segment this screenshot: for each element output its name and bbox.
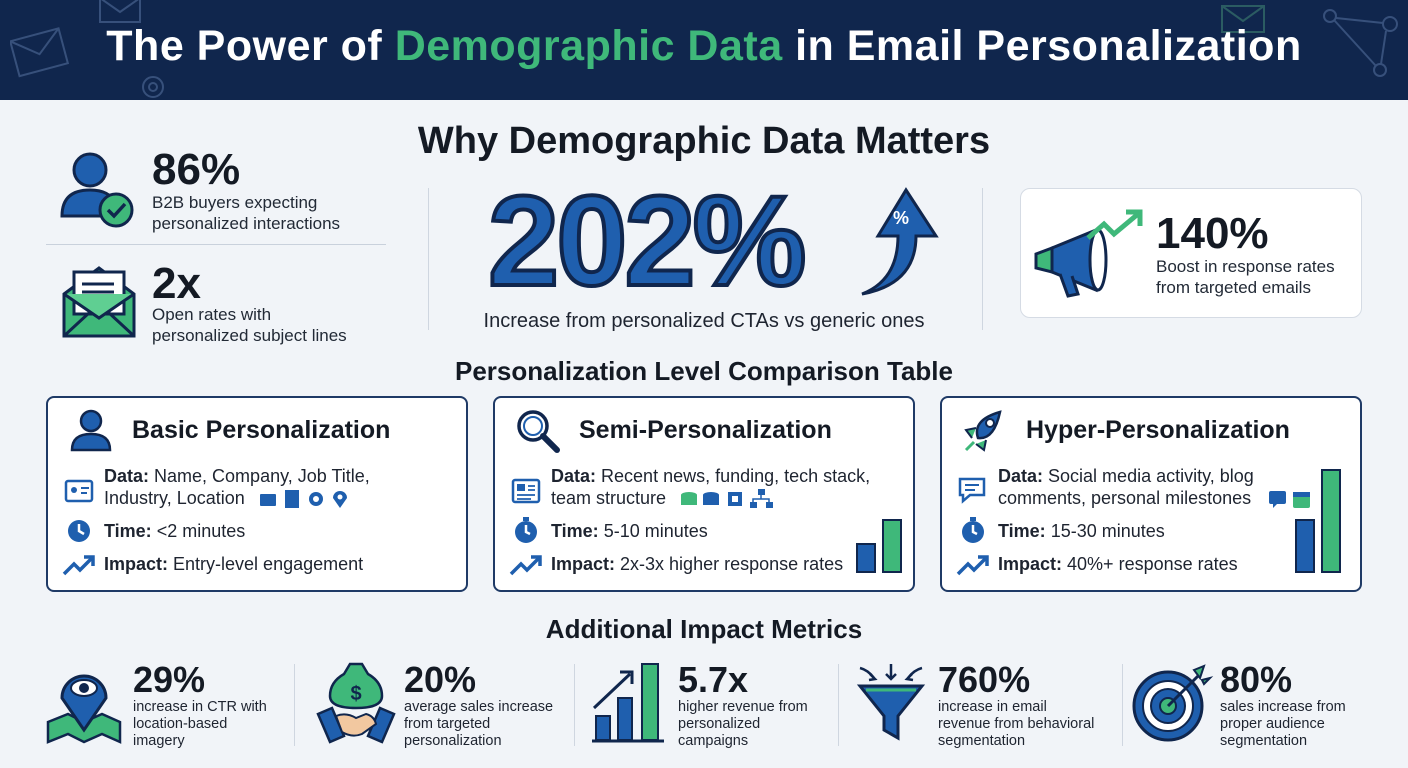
divider [294, 664, 295, 746]
card-data-row: Data: Name, Company, Job Title, Industry,… [104, 466, 370, 508]
stat-value: 86% [152, 145, 241, 194]
divider [574, 664, 575, 746]
funnel-icon [856, 664, 926, 741]
header-banner: The Power of Demographic Data in Email P… [0, 0, 1408, 100]
bar-chart-growth-icon [592, 663, 664, 743]
mini-icons [681, 489, 773, 508]
additional-heading: Additional Impact Metrics [545, 614, 863, 644]
divider [46, 244, 386, 245]
card-data-row: Data: Recent news, funding, tech stack, t… [551, 466, 871, 508]
card-impact-row: Impact: 2x-3x higher response rates [551, 554, 844, 574]
card-hyper: Hyper-Personalization Data: Social media… [940, 396, 1362, 592]
card-time-row: Time: 15-30 minutes [998, 521, 1165, 541]
metric-desc: increase in email revenue from behavioral… [938, 699, 1095, 750]
arrow-label: % [893, 208, 910, 228]
user-check-icon [60, 152, 134, 228]
stopwatch-icon [515, 517, 537, 543]
card-title: Semi-Personalization [579, 416, 832, 444]
svg-text:$: $ [350, 683, 361, 705]
chat-icon [958, 477, 986, 504]
big-stat-value: 202% [486, 170, 808, 313]
metric-value: 29% [133, 659, 206, 700]
rocket-icon [964, 410, 1002, 452]
metric-value: 80% [1220, 659, 1293, 700]
card-basic: Basic Personalization Data: Name, Compan… [46, 396, 468, 592]
mini-bar-chart-icon [1295, 469, 1341, 573]
stat-card [1020, 188, 1362, 318]
card-time-row: Time: 5-10 minutes [551, 521, 708, 541]
metric-value: 5.7x [678, 659, 749, 700]
divider [428, 188, 429, 330]
metric-value: 760% [938, 659, 1031, 700]
mini-icons [1269, 491, 1310, 508]
user-icon [70, 409, 112, 452]
stat-desc: B2B buyers expecting personalized interac… [152, 193, 341, 234]
page-title: The Power of Demographic Data in Email P… [106, 22, 1302, 70]
envelope-decor-icon [1221, 5, 1265, 33]
metric-desc: average sales increase from targeted perso… [404, 699, 554, 750]
newspaper-icon [511, 478, 541, 504]
card-title: Basic Personalization [132, 416, 391, 444]
mini-icons [260, 490, 347, 508]
clock-icon [68, 520, 90, 542]
magnifier-icon [517, 410, 560, 453]
trend-up-icon [509, 555, 542, 576]
stat-desc: Open rates with personalized subject line… [152, 305, 347, 346]
divider [982, 188, 983, 330]
card-impact-row: Impact: 40%+ response rates [998, 554, 1238, 574]
mini-bar-chart-icon [856, 519, 902, 573]
divider [1122, 664, 1123, 746]
metric-desc: increase in CTR with location-based imager… [133, 699, 267, 750]
at-sign-decor-icon [142, 76, 164, 98]
envelope-decor-icon [99, 0, 141, 23]
big-stat-desc: Increase from personalized CTAs vs gener… [483, 310, 925, 332]
stat-desc: Boost in response rates from targeted ema… [1156, 257, 1335, 298]
card-time-row: Time: <2 minutes [104, 521, 246, 541]
trend-up-icon [62, 555, 95, 576]
envelope-decor-icon [10, 27, 70, 78]
id-card-icon [64, 479, 94, 503]
card-impact-row: Impact: Entry-level engagement [104, 554, 364, 574]
card-title: Hyper-Personalization [1026, 416, 1290, 444]
metric-value: 20% [404, 659, 477, 700]
comparison-heading: Personalization Level Comparison Table [455, 356, 953, 386]
trend-up-icon [956, 555, 989, 576]
map-pin-eye-icon [46, 674, 122, 744]
stat-value: 140% [1156, 209, 1269, 258]
why-heading: Why Demographic Data Matters [417, 120, 991, 162]
metric-desc: sales increase from proper audience segmen… [1220, 699, 1346, 750]
target-icon [1132, 664, 1214, 742]
stat-value: 2x [152, 259, 201, 308]
divider [838, 664, 839, 746]
envelope-icon [62, 266, 136, 338]
card-semi: Semi-Personalization Data: Recent news, … [493, 396, 915, 592]
megaphone-icon [1034, 209, 1143, 298]
metric-desc: higher revenue from personalized campaigns [678, 699, 808, 750]
up-arrow-icon [861, 187, 939, 296]
money-handshake-icon: $ [316, 662, 396, 744]
network-decor-icon [1323, 9, 1398, 77]
card-data-row: Data: Social media activity, blog comment… [998, 466, 1254, 508]
stopwatch-icon [962, 517, 984, 543]
